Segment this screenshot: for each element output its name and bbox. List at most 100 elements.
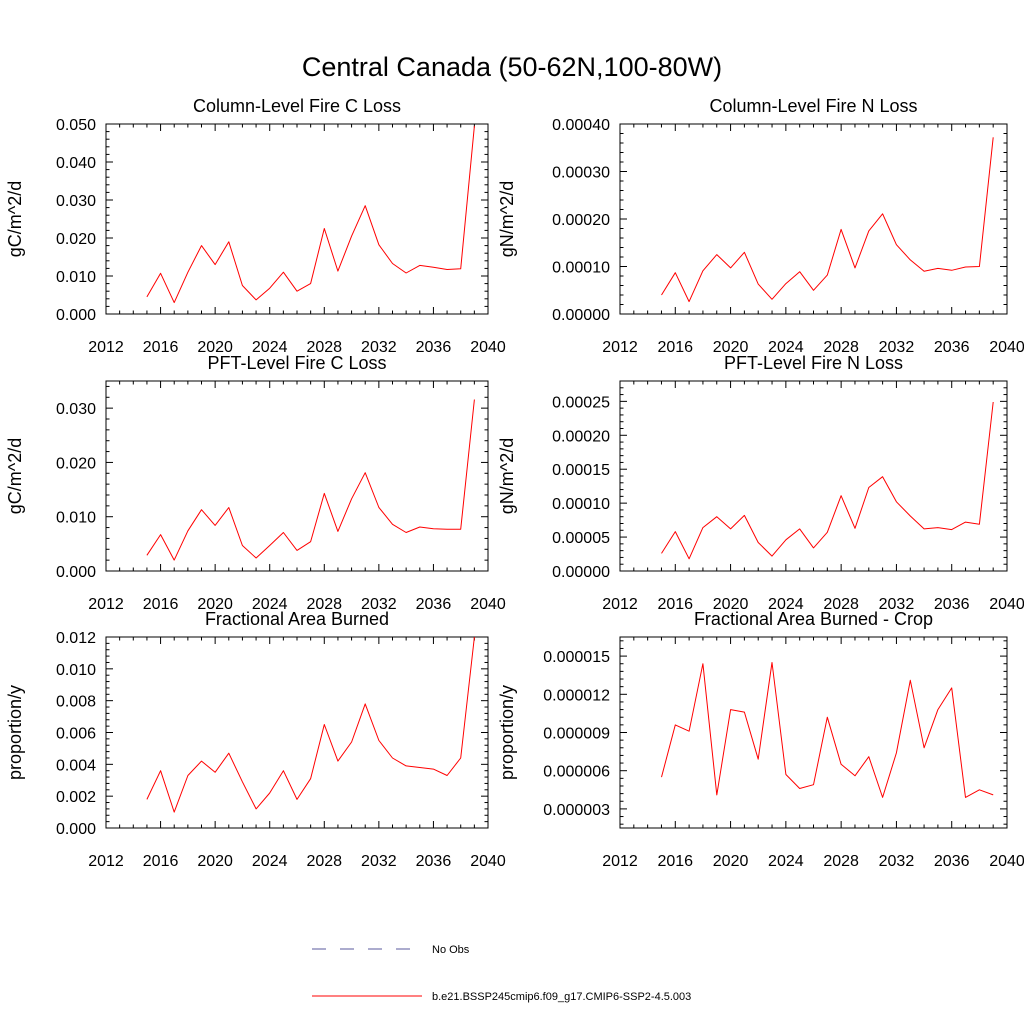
x-tick-label: 2024 [768,853,804,870]
x-tick-label: 2032 [879,853,915,870]
x-tick-label: 2040 [470,339,506,356]
plot-frame [105,123,489,315]
x-tick-label: 2040 [989,596,1024,613]
x-tick-label: 2040 [989,339,1024,356]
y-axis-label: gC/m^2/d [5,438,25,514]
panel-title: PFT-Level Fire C Loss [207,353,386,373]
x-tick-label: 2016 [143,596,179,613]
x-tick-label: 2032 [361,339,397,356]
y-tick-label: 0.00000 [552,307,610,324]
panel-title: Fractional Area Burned - Crop [694,609,933,629]
y-tick-label: 0.000 [56,564,96,581]
x-tick-label: 2020 [713,853,749,870]
x-tick-label: 2016 [657,853,693,870]
y-tick-label: 0.00000 [552,564,610,581]
y-tick-label: 0.000012 [543,687,610,704]
x-tick-label: 2028 [823,596,859,613]
y-tick-label: 0.000003 [543,802,610,819]
y-tick-label: 0.000 [56,821,96,838]
x-tick-label: 2012 [602,339,638,356]
series-line [661,662,994,798]
x-tick-label: 2012 [88,596,124,613]
x-tick-label: 2028 [306,339,342,356]
panel-title: Fractional Area Burned [205,609,389,629]
y-tick-label: 0.00040 [552,117,610,134]
series-line [146,125,475,304]
y-tick-label: 0.006 [56,726,96,743]
x-tick-label: 2032 [879,596,915,613]
x-tick-label: 2036 [934,596,970,613]
x-tick-label: 2036 [416,853,452,870]
x-tick-label: 2016 [657,596,693,613]
y-tick-label: 0.008 [56,694,96,711]
panel-4: 2012 2016 2020 2024 2028 2032 2036 2040 0.00000 0… [497,353,1024,613]
plot-frame [619,636,1008,829]
x-tick-label: 2012 [602,596,638,613]
y-tick-label: 0.012 [56,630,96,647]
series-line [146,399,475,561]
legend-obs-label: No Obs [432,944,470,956]
x-tick-label: 2020 [713,339,749,356]
x-tick-label: 2016 [143,853,179,870]
y-axis-label: proportion/y [5,685,25,780]
y-tick-label: 0.000009 [543,726,610,743]
y-tick-label: 0.010 [56,510,96,527]
panel-title: PFT-Level Fire N Loss [724,353,903,373]
y-axis-label: proportion/y [497,685,517,780]
plot-frame [619,380,1008,572]
x-tick-label: 2036 [416,339,452,356]
y-tick-label: 0.000015 [543,649,610,666]
y-tick-label: 0.030 [56,401,96,418]
y-tick-label: 0.004 [56,757,96,774]
y-tick-label: 0.020 [56,455,96,472]
y-tick-label: 0.00005 [552,530,610,547]
y-tick-label: 0.030 [56,193,96,210]
plot-frame [105,380,489,572]
x-tick-label: 2036 [934,853,970,870]
x-tick-label: 2012 [602,853,638,870]
series-line [661,137,994,303]
x-tick-label: 2016 [657,339,693,356]
x-tick-label: 2012 [88,339,124,356]
y-tick-label: 0.00015 [552,462,610,479]
x-tick-label: 2024 [252,596,288,613]
figure-title: Central Canada (50-62N,100-80W) [302,52,722,82]
panel-5: 2012 2016 2020 2024 2028 2032 2036 2040 0.000 0.0… [5,609,506,870]
series-line [661,401,994,560]
y-tick-label: 0.00010 [552,260,610,277]
x-tick-label: 2016 [143,339,179,356]
x-tick-label: 2032 [361,596,397,613]
x-tick-label: 2020 [197,596,233,613]
panel-title: Column-Level Fire C Loss [193,96,401,116]
x-tick-label: 2032 [879,339,915,356]
x-tick-label: 2012 [88,853,124,870]
panels: 2012 2016 2020 2024 2028 2032 2036 2040 0.000 0.0… [5,96,1024,870]
plot-frame [619,123,1008,315]
y-tick-label: 0.00025 [552,394,610,411]
y-tick-label: 0.000 [56,307,96,324]
y-tick-label: 0.040 [56,155,96,172]
y-axis-label: gC/m^2/d [5,181,25,257]
legend-model-label: b.e21.BSSP245cmip6.f09_g17.CMIP6-SSP2-4.… [432,991,691,1003]
x-tick-label: 2028 [823,339,859,356]
panel-2: 2012 2016 2020 2024 2028 2032 2036 2040 0.00000 0… [497,96,1024,356]
x-tick-label: 2028 [306,853,342,870]
x-tick-label: 2036 [416,596,452,613]
x-tick-label: 2040 [470,596,506,613]
x-tick-label: 2028 [306,596,342,613]
x-tick-label: 2024 [768,596,804,613]
x-tick-label: 2024 [252,853,288,870]
x-tick-label: 2040 [989,853,1024,870]
x-tick-label: 2024 [768,339,804,356]
x-tick-label: 2020 [713,596,749,613]
x-tick-label: 2020 [197,339,233,356]
legend: No Obs b.e21.BSSP245cmip6.f09_g17.CMIP6-… [312,944,691,1003]
y-tick-label: 0.010 [56,662,96,679]
y-tick-label: 0.050 [56,117,96,134]
y-axis-label: gN/m^2/d [497,438,517,514]
x-tick-label: 2032 [361,853,397,870]
y-tick-label: 0.00020 [552,212,610,229]
x-tick-label: 2020 [197,853,233,870]
panel-3: 2012 2016 2020 2024 2028 2032 2036 2040 0.000 0.0… [5,353,506,613]
